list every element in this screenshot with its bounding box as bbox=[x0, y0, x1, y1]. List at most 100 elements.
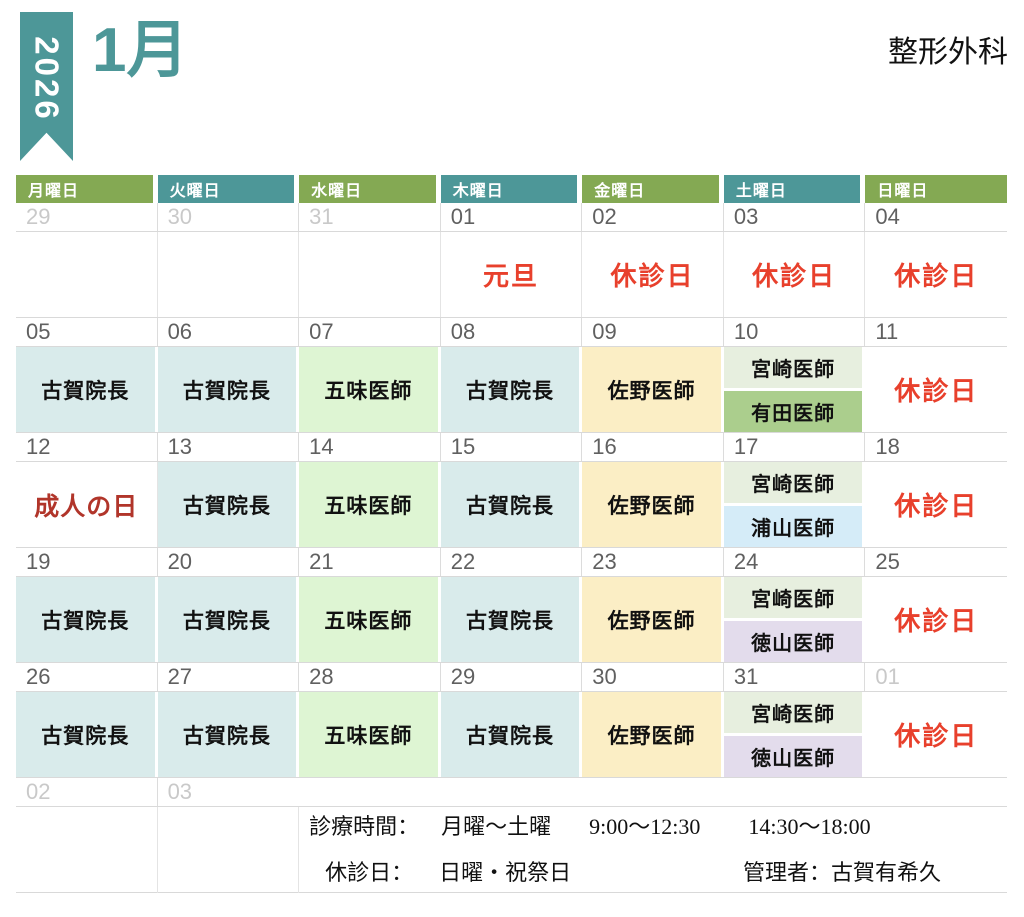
doctor-cell: 五味医師 bbox=[299, 462, 441, 547]
year-label: 2026 bbox=[28, 35, 66, 122]
date-cell: 05 bbox=[16, 318, 158, 346]
doctor-half: 有田医師 bbox=[723, 391, 863, 432]
holiday-label: 元旦 bbox=[482, 261, 539, 291]
empty-cell bbox=[16, 807, 158, 893]
clinic-info: 診療時間： 月曜〜土曜 9:00〜12:30 14:30〜18:00 休診日： 日曜・祝祭… bbox=[299, 807, 1007, 893]
closed-label: 休診日 bbox=[894, 261, 979, 291]
date-cell: 31 bbox=[724, 663, 866, 691]
doctor-name: 古賀院長 bbox=[465, 379, 554, 403]
date-cell: 15 bbox=[441, 433, 583, 461]
doctor-cell: 古賀院長 bbox=[440, 462, 583, 547]
closed-cell: 休診日 bbox=[582, 232, 724, 317]
date-cell: 12 bbox=[16, 433, 158, 461]
closed-label: 休診日 bbox=[894, 376, 979, 406]
doctor-cell: 佐野医師 bbox=[582, 692, 724, 777]
date-cell: 30 bbox=[158, 203, 300, 231]
week-row: 12 13 14 15 16 17 18 成人の日 古賀院長 五味医師 古賀院長 佐野医師 宮崎医師 浦山… bbox=[16, 433, 1007, 548]
day-header-label: 木曜日 bbox=[452, 183, 504, 200]
empty-cell bbox=[16, 232, 158, 317]
week-row: 29 30 31 01 02 03 04 元旦 休診日 休診日 休診日 bbox=[16, 203, 1007, 318]
date-cell: 14 bbox=[299, 433, 441, 461]
date-cell: 01 bbox=[441, 203, 583, 231]
content-row: 古賀院長 古賀院長 五味医師 古賀院長 佐野医師 宮崎医師 徳山医師 休診日 bbox=[16, 577, 1007, 663]
department-title: 整形外科 bbox=[888, 36, 1008, 69]
doctor-cell: 古賀院長 bbox=[157, 692, 300, 777]
closed-label: 休診日 bbox=[894, 606, 979, 636]
doctor-name: 五味医師 bbox=[324, 379, 413, 403]
date-cell: 29 bbox=[441, 663, 583, 691]
day-header: 金曜日 bbox=[582, 175, 724, 203]
closed-cell: 休診日 bbox=[865, 462, 1007, 547]
closed-label: 休診日 bbox=[894, 721, 979, 751]
date-cell: 09 bbox=[582, 318, 724, 346]
day-header-row: 月曜日 火曜日 水曜日 木曜日 金曜日 土曜日 日曜日 bbox=[16, 175, 1007, 203]
date-cell: 19 bbox=[16, 548, 158, 576]
date-cell: 28 bbox=[299, 663, 441, 691]
doctor-name: 古賀院長 bbox=[465, 609, 554, 633]
closed-days: 日曜・祝祭日 bbox=[439, 860, 572, 885]
day-header-label: 水曜日 bbox=[311, 183, 363, 200]
doctor-half: 徳山医師 bbox=[723, 736, 863, 777]
doctor-half: 宮崎医師 bbox=[723, 692, 863, 736]
date-cell: 27 bbox=[158, 663, 300, 691]
doctor-cell: 古賀院長 bbox=[16, 692, 158, 777]
week-row: 05 06 07 08 09 10 11 古賀院長 古賀院長 五味医師 古賀院長 佐野医師 宮崎医師 有田… bbox=[16, 318, 1007, 433]
day-header: 木曜日 bbox=[440, 175, 583, 203]
doctor-cell: 佐野医師 bbox=[582, 347, 724, 432]
date-cell: 03 bbox=[167, 779, 193, 804]
date-cell: 24 bbox=[724, 548, 866, 576]
doctor-name: 古賀院長 bbox=[41, 379, 130, 403]
doctor-name: 佐野医師 bbox=[607, 609, 696, 633]
split-doctor-cell: 宮崎医師 浦山医師 bbox=[723, 462, 866, 547]
doctor-name: 佐野医師 bbox=[607, 724, 696, 748]
week-row: 26 27 28 29 30 31 01 古賀院長 古賀院長 五味医師 古賀院長 佐野医師 宮崎医師 徳山… bbox=[16, 663, 1007, 778]
empty-cell bbox=[158, 232, 300, 317]
date-cell: 02 bbox=[582, 203, 724, 231]
date-cell: 22 bbox=[441, 548, 583, 576]
doctor-half: 徳山医師 bbox=[723, 621, 863, 662]
dates-row: 12 13 14 15 16 17 18 bbox=[16, 433, 1007, 462]
doctor-half: 宮崎医師 bbox=[723, 347, 863, 391]
day-header-label: 日曜日 bbox=[877, 183, 929, 200]
doctor-name: 佐野医師 bbox=[607, 379, 696, 403]
date-cell: 13 bbox=[158, 433, 300, 461]
split-doctor-cell: 宮崎医師 有田医師 bbox=[723, 347, 866, 432]
content-row: 元旦 休診日 休診日 休診日 bbox=[16, 232, 1007, 318]
date-cell: 11 bbox=[875, 319, 899, 344]
doctor-cell: 古賀院長 bbox=[16, 577, 158, 662]
doctor-name: 五味医師 bbox=[324, 494, 413, 518]
closed-cell: 休診日 bbox=[865, 692, 1007, 777]
date-cell: 17 bbox=[724, 433, 866, 461]
hours-days: 月曜〜土曜 bbox=[441, 814, 552, 839]
date-cell: 03 bbox=[724, 203, 866, 231]
closed-cell: 休診日 bbox=[865, 347, 1007, 432]
closed-label: 休診日 bbox=[752, 261, 837, 291]
date-cell: 31 bbox=[299, 203, 441, 231]
doctor-cell: 五味医師 bbox=[299, 577, 441, 662]
clinic-closed-line: 休診日： 日曜・祝祭日 管理者：古賀有希久 bbox=[309, 855, 993, 887]
doctor-name: 五味医師 bbox=[324, 609, 413, 633]
content-row: 古賀院長 古賀院長 五味医師 古賀院長 佐野医師 宮崎医師 有田医師 休診日 bbox=[16, 347, 1007, 433]
date-cell: 08 bbox=[441, 318, 583, 346]
date-cell: 10 bbox=[724, 318, 866, 346]
doctor-cell: 古賀院長 bbox=[157, 577, 300, 662]
doctor-name: 古賀院長 bbox=[465, 724, 554, 748]
content-row: 診療時間： 月曜〜土曜 9:00〜12:30 14:30〜18:00 休診日： 日曜・祝祭… bbox=[16, 807, 1007, 893]
clinic-hours-line: 診療時間： 月曜〜土曜 9:00〜12:30 14:30〜18:00 bbox=[309, 809, 993, 841]
doctor-name: 佐野医師 bbox=[607, 494, 696, 518]
doctor-cell: 古賀院長 bbox=[157, 347, 300, 432]
empty-cell bbox=[299, 232, 441, 317]
day-header-label: 月曜日 bbox=[28, 183, 80, 200]
doctor-cell: 佐野医師 bbox=[582, 577, 724, 662]
date-cell: 25 bbox=[875, 549, 900, 574]
day-header-label: 土曜日 bbox=[735, 183, 787, 200]
doctor-name: 古賀院長 bbox=[182, 379, 271, 403]
dates-row: 19 20 21 22 23 24 25 bbox=[16, 548, 1007, 577]
split-doctor-cell: 宮崎医師 徳山医師 bbox=[723, 577, 866, 662]
manager-label: 管理者：古賀有希久 bbox=[742, 860, 941, 885]
week-row: 19 20 21 22 23 24 25 古賀院長 古賀院長 五味医師 古賀院長 佐野医師 宮崎医師 徳山… bbox=[16, 548, 1007, 663]
date-cell: 30 bbox=[582, 663, 724, 691]
date-cell: 01 bbox=[875, 664, 900, 689]
doctor-name: 古賀院長 bbox=[182, 609, 271, 633]
day-header-label: 金曜日 bbox=[594, 183, 646, 200]
